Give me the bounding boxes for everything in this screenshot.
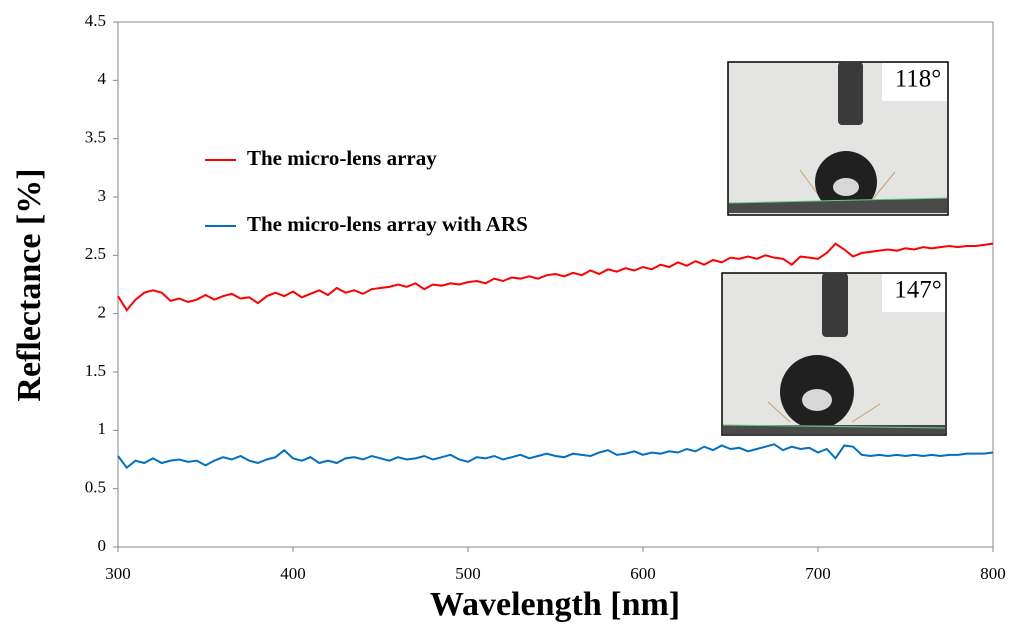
plot-frame	[117, 21, 994, 548]
inset-photo	[721, 272, 947, 436]
y-axis-title: Reflectance [%]	[11, 168, 48, 401]
y-tick-label: 3.5	[85, 128, 106, 147]
x-tick-label: 400	[280, 564, 306, 583]
x-tick-label: 600	[630, 564, 656, 583]
inset-label: 147°	[894, 277, 942, 304]
y-tick-label: 3	[98, 186, 107, 205]
y-tick-label: 1.5	[85, 361, 106, 380]
y-tick-label: 4.5	[85, 11, 106, 30]
y-tick-label: 1	[98, 419, 107, 438]
legend-label: The micro-lens array	[247, 146, 437, 170]
y-tick-label: 2.5	[85, 244, 106, 263]
y-tick-label: 0	[98, 536, 107, 555]
y-tick-label: 2	[98, 303, 107, 322]
inset-label: 118°	[895, 66, 942, 93]
x-axis-title: Wavelength [nm]	[430, 586, 680, 623]
series-line	[117, 443, 994, 470]
x-tick-label: 800	[980, 564, 1006, 583]
series-line	[117, 242, 994, 312]
y-tick-label: 4	[98, 69, 107, 88]
x-tick-label: 300	[105, 564, 131, 583]
y-tick-label: 0.5	[85, 478, 106, 497]
x-tick-label: 500	[455, 564, 481, 583]
legend-label: The micro-lens array with ARS	[247, 212, 528, 236]
inset-photo	[727, 61, 949, 216]
x-tick-label: 700	[805, 564, 831, 583]
